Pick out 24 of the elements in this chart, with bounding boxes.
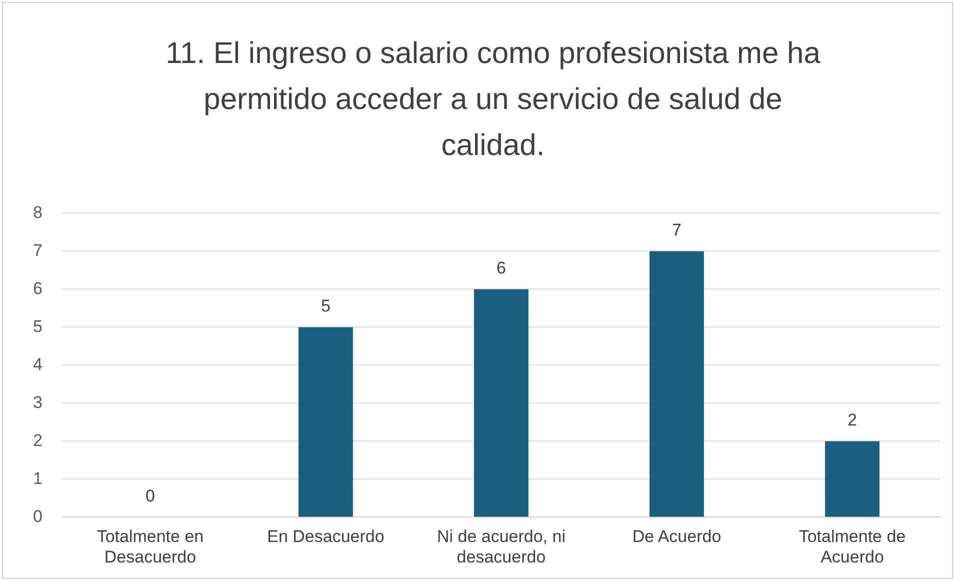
y-tick-label: 5 — [32, 316, 42, 336]
x-tick-label: En Desacuerdo — [267, 527, 384, 546]
data-label: 0 — [145, 486, 155, 506]
bar — [650, 251, 704, 517]
bar — [298, 327, 353, 517]
bar — [825, 441, 880, 517]
y-tick-label: 2 — [32, 430, 42, 450]
data-label: 7 — [672, 220, 682, 240]
y-tick-label: 3 — [32, 392, 42, 412]
x-tick-label: Totalmente en Desacuerdo — [96, 527, 204, 566]
y-tick-label: 8 — [32, 202, 42, 222]
y-tick-label: 4 — [32, 354, 42, 374]
bar — [474, 289, 528, 517]
y-tick-label: 7 — [32, 240, 42, 260]
y-tick-label: 1 — [32, 468, 42, 488]
x-tick-label: Totalmente de Acuerdo — [798, 527, 906, 566]
data-label: 2 — [848, 410, 857, 430]
x-tick-label: Ni de acuerdo, ni desacuerdo — [436, 527, 566, 566]
data-label: 5 — [320, 296, 330, 316]
x-tick-label: De Acuerdo — [632, 527, 722, 546]
y-tick-label: 6 — [32, 278, 42, 298]
y-tick-label: 0 — [32, 506, 42, 526]
data-label: 6 — [496, 258, 506, 278]
chart-title: 11. El ingreso o salario como profesionista me ha permitido acceder a un servicio de salud de calidad. — [164, 36, 822, 164]
